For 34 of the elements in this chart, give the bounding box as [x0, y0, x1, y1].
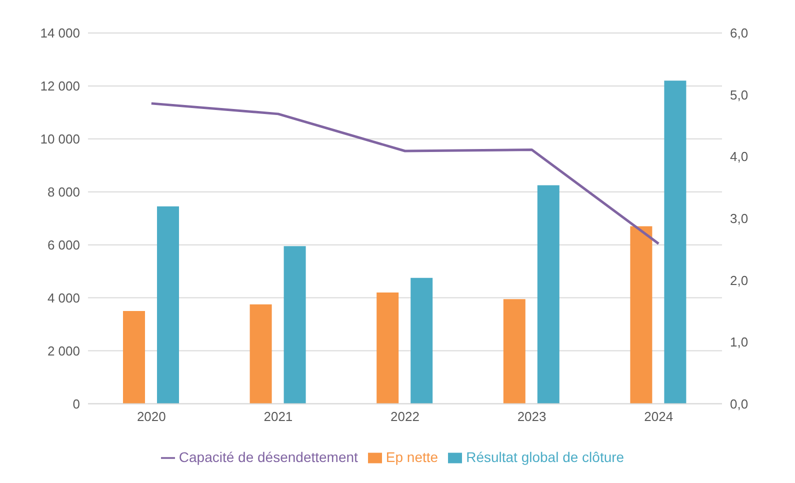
- legend-label: Ep nette: [386, 448, 438, 465]
- y2-tick-label: 0,0: [730, 396, 748, 412]
- y2-tick-label: 5,0: [730, 87, 748, 102]
- y2-tick-label: 1,0: [730, 334, 748, 350]
- bar: [250, 304, 272, 404]
- bar: [376, 292, 399, 404]
- bar: [157, 206, 179, 404]
- legend-label: Résultat global de clôture: [466, 448, 624, 465]
- x-tick-label: 2022: [390, 408, 420, 424]
- x-tick-label: 2020: [136, 408, 166, 424]
- y-tick-label: 12 000: [40, 78, 80, 94]
- line-series: [150, 102, 660, 245]
- y-tick-label: 10 000: [40, 132, 80, 147]
- y-tick-label: 4 000: [47, 290, 80, 306]
- y-tick-label: 0: [72, 396, 80, 412]
- x-tick-label: 2023: [517, 408, 546, 424]
- x-tick-label: 2021: [264, 408, 293, 424]
- legend-label: Capacité de désendettement: [178, 448, 358, 465]
- bar: [123, 311, 145, 404]
- bar: [503, 299, 526, 404]
- y2-tick-label: 2,0: [730, 272, 748, 288]
- y-tick-label: 14 000: [40, 26, 80, 41]
- bar: [410, 278, 433, 404]
- y2-tick-label: 4,0: [730, 149, 748, 164]
- y2-tick-label: 6,0: [730, 26, 748, 41]
- y-tick-label: 6 000: [47, 237, 80, 252]
- y2-tick-label: 3,0: [730, 210, 748, 226]
- bar: [284, 246, 306, 404]
- bar: [537, 185, 560, 404]
- x-tick-label: 2024: [644, 408, 674, 424]
- y-tick-label: 8 000: [47, 184, 80, 200]
- bar: [664, 80, 686, 404]
- y-tick-label: 2 000: [47, 343, 80, 358]
- bar: [630, 226, 652, 404]
